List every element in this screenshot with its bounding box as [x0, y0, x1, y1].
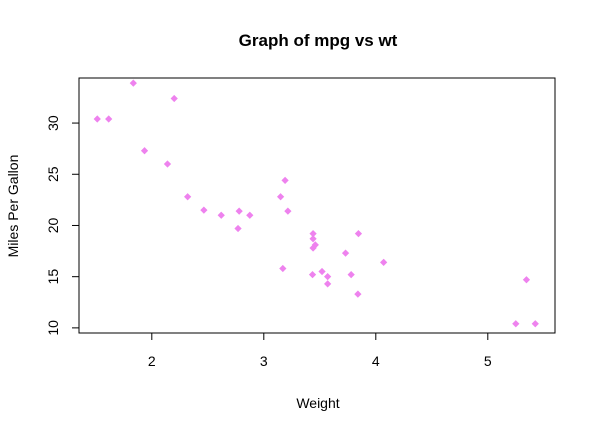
data-point — [235, 207, 243, 215]
y-tick-label: 25 — [45, 166, 61, 182]
data-point — [140, 147, 149, 155]
data-point — [279, 264, 287, 273]
data-point — [354, 230, 363, 238]
x-tick-label: 3 — [260, 353, 268, 369]
x-axis: 2 3 4 5 — [148, 332, 492, 369]
data-point — [309, 230, 317, 238]
data-point — [200, 206, 208, 214]
data-point — [309, 235, 317, 243]
x-tick-label: 2 — [148, 353, 156, 369]
data-point — [380, 258, 388, 266]
data-point — [276, 193, 285, 201]
y-tick-label: 20 — [45, 217, 61, 233]
data-point — [308, 271, 317, 279]
data-point — [246, 211, 254, 219]
data-point — [341, 249, 350, 257]
data-point — [318, 267, 326, 276]
x-tick-label: 4 — [372, 353, 380, 369]
data-point — [512, 320, 520, 328]
y-axis-label: Miles Per Gallon — [5, 155, 21, 258]
data-point — [170, 94, 178, 103]
y-tick-label: 15 — [45, 269, 61, 285]
data-point — [531, 320, 539, 328]
data-point — [217, 211, 225, 219]
data-point — [309, 244, 317, 252]
data-point — [522, 276, 531, 284]
data-points — [93, 79, 539, 328]
data-point — [129, 79, 137, 87]
y-tick-label: 30 — [45, 115, 61, 131]
data-point — [354, 290, 362, 298]
x-tick-label: 5 — [484, 353, 492, 369]
y-tick-label: 10 — [45, 320, 61, 336]
x-axis-label: Weight — [296, 395, 339, 411]
data-point — [93, 115, 101, 123]
data-point — [234, 224, 242, 233]
data-point — [324, 280, 332, 288]
data-point — [324, 273, 332, 281]
data-point — [347, 271, 355, 279]
chart-title: Graph of mpg vs wt — [239, 31, 398, 50]
y-axis: 10 15 20 25 30 — [45, 115, 80, 336]
data-point — [163, 160, 172, 168]
data-point — [184, 193, 192, 201]
data-point — [284, 207, 292, 215]
data-point — [281, 176, 289, 185]
data-point — [105, 115, 113, 123]
